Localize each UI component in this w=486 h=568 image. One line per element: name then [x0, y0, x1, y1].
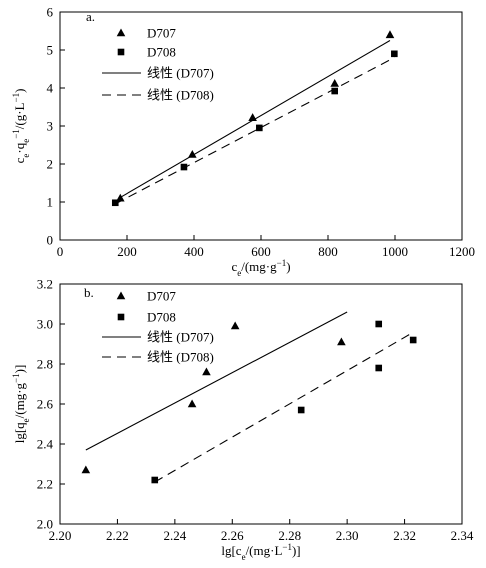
legend-label-d707: D707: [147, 26, 176, 41]
panel-label: b.: [84, 285, 94, 300]
y-tick-label: 2.6: [37, 397, 54, 412]
data-point-d707: [330, 78, 339, 87]
fit-line-d708: [154, 333, 411, 483]
x-tick-label: 200: [117, 244, 137, 259]
y-tick-label: 2.8: [37, 357, 53, 372]
legend-label-fit-d707: 线性 (D707): [147, 330, 214, 345]
x-tick-label: 0: [57, 244, 64, 259]
data-point-d708: [297, 406, 305, 414]
data-point-d708: [151, 476, 159, 484]
x-tick-label: 2.20: [49, 528, 72, 543]
y-tick-label: 1: [47, 195, 54, 210]
x-tick-label: 800: [318, 244, 338, 259]
chart-panel-b: 2.20 2.22 2.24 2.26 2.28 2.30 2.32 2.34 2.0 2.2 2.…: [11, 277, 474, 563]
data-point-d707: [187, 399, 197, 408]
x-tick-label: 2.30: [336, 528, 359, 543]
data-point-d708: [375, 364, 383, 372]
y-tick-label: 3.0: [37, 317, 53, 332]
fit-line-d708: [115, 57, 395, 205]
y-tick-label: 4: [47, 81, 54, 96]
legend-marker-d708: [117, 313, 125, 321]
y-tick-label: 2.2: [37, 477, 53, 492]
x-tick-label: 1200: [449, 244, 475, 259]
data-point-d707: [230, 321, 240, 330]
data-point-d708: [409, 336, 417, 344]
data-point-d707: [385, 30, 395, 39]
legend-marker-d707: [116, 28, 126, 37]
y-tick-label: 5: [47, 43, 54, 58]
y-tick-label: 0: [47, 233, 54, 248]
x-tick-label: 2.22: [106, 528, 129, 543]
legend: D707 D708 线性 (D707) 线性 (D708): [102, 26, 214, 103]
chart-panel-a: 0 200 400 600 800 1000 1200 0 1 2 3 4 5 6 ce/(mg·g−1) c…: [11, 5, 475, 279]
y-tick-label: 2: [47, 157, 54, 172]
legend-label-fit-d708: 线性 (D708): [147, 350, 214, 365]
x-tick-label: 600: [251, 244, 271, 259]
data-point-d708: [111, 199, 119, 207]
y-tick-label: 2.0: [37, 517, 53, 532]
x-tick-label: 2.28: [278, 528, 301, 543]
data-point-d707: [81, 465, 91, 474]
x-axis-label: lg[ce/(mg·L−1)]: [221, 542, 300, 562]
legend-label-d708: D708: [147, 310, 176, 325]
x-tick-label: 1000: [382, 244, 408, 259]
y-tick-label: 2.4: [37, 437, 54, 452]
y-tick-label: 3: [47, 119, 54, 134]
data-point-d708: [375, 320, 383, 328]
legend-label-d708: D708: [147, 45, 176, 60]
legend-marker-d708: [117, 48, 125, 56]
y-axis-label: lg[qe/(mg·g−1)]: [11, 365, 31, 444]
y-tick-label: 3.2: [37, 277, 53, 292]
x-tick-label: 2.34: [451, 528, 474, 543]
data-point-d708: [331, 87, 338, 95]
data-point-d708: [391, 50, 398, 58]
x-axis-label: ce/(mg·g−1): [231, 258, 290, 278]
x-tick-label: 2.32: [393, 528, 416, 543]
data-point-d708: [180, 163, 188, 171]
y-axis-label: ce·qe−1/(g·L−1): [11, 89, 31, 164]
fit-line-d707: [85, 311, 348, 451]
legend-label-fit-d708: 线性 (D708): [147, 88, 214, 103]
data-point-d707: [337, 337, 346, 346]
legend: D707 D708 线性 (D707) 线性 (D708): [102, 289, 214, 365]
legend-marker-d707: [116, 291, 126, 300]
data-point-d707: [188, 150, 197, 158]
legend-label-d707: D707: [147, 289, 176, 304]
data-point-d707: [202, 367, 211, 376]
data-point-d708: [256, 124, 263, 132]
data-point-d707: [248, 113, 257, 121]
panel-label: a.: [86, 9, 95, 24]
x-tick-label: 2.24: [163, 528, 186, 543]
y-tick-label: 6: [47, 5, 54, 20]
legend-label-fit-d707: 线性 (D707): [147, 66, 214, 81]
x-tick-label: 400: [184, 244, 204, 259]
x-tick-label: 2.26: [221, 528, 244, 543]
